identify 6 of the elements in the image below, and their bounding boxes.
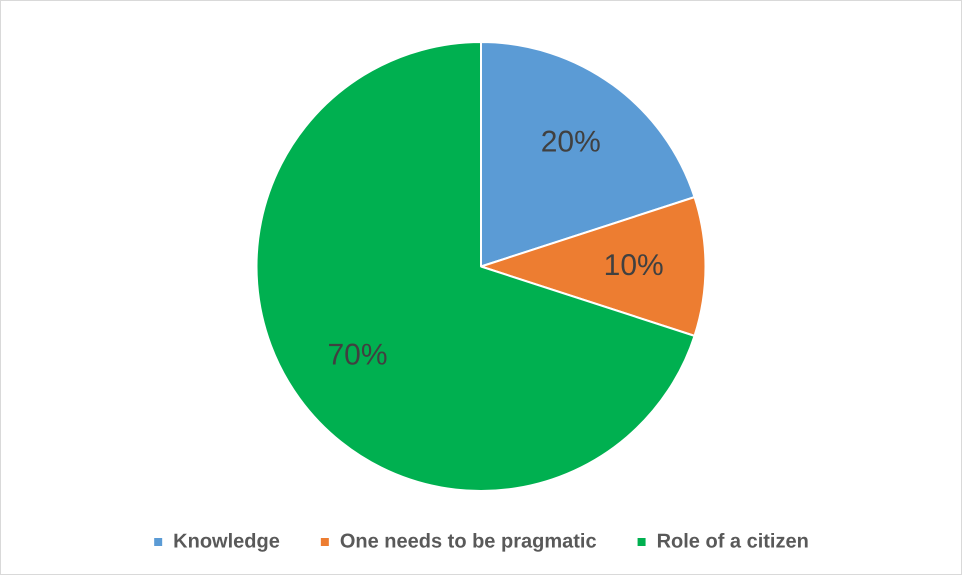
data-label: 20% [540,125,601,158]
legend-label: Role of a citizen [656,530,809,553]
data-label: 10% [604,248,664,282]
legend-label: One needs to be pragmatic [340,530,597,553]
data-label: 70% [327,338,388,372]
legend-label: Knowledge [173,530,280,553]
